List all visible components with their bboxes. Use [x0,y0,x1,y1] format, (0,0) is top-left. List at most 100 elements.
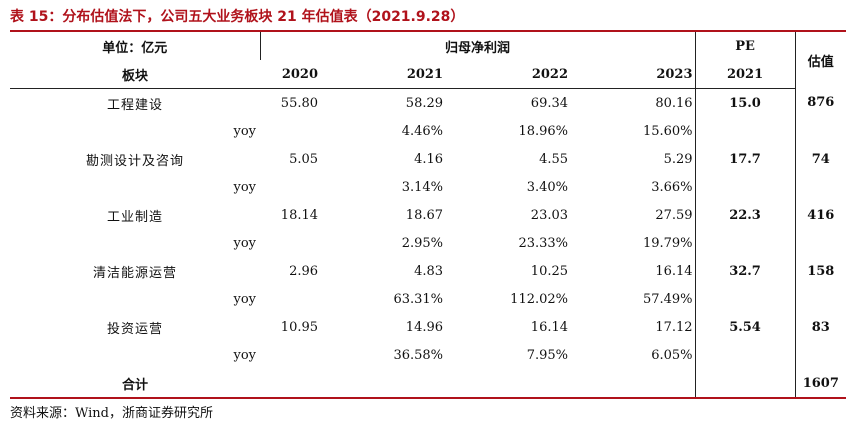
blank-cell [794,341,847,369]
profit-group-header: 归母净利润 [259,32,696,60]
header-row-2: 板块 2020 2021 2022 2023 2021 [10,60,846,89]
profit-2023-cell: 80.16 [655,95,693,111]
pe-header: PE [694,32,796,60]
profit-2023-cell: 27.59 [655,207,693,223]
table-row: 清洁能源运营 2.96 4.83 10.25 16.14 32.7 158 [10,257,847,285]
blank-cell [694,369,796,397]
year-2022-header: 2022 [445,60,571,89]
table-row: 勘测设计及咨询 5.05 4.16 4.55 5.29 17.7 74 [10,145,847,173]
yoy-label: yoy [233,235,257,251]
blank-cell [260,341,320,369]
profit-2022-cell: 10.25 [530,263,569,279]
valuation-cell: 876 [794,88,847,117]
segment-name-cell: 工业制造 [107,209,164,225]
pe-cell: 15.0 [694,88,796,117]
blank-cell [794,285,847,313]
blank-cell [10,117,205,145]
profit-2022-cell: 69.34 [530,95,569,111]
yoy-2023-cell: 6.05% [651,347,693,363]
blank-cell [794,173,847,201]
blank-cell [694,229,796,257]
yoy-2022-cell: 3.40% [526,179,569,195]
year-2021-header: 2021 [320,60,446,89]
valuation-table: 单位：亿元 归母净利润 PE 估值 板块 2020 2021 2022 2023… [10,32,847,397]
blank-cell [260,229,320,257]
profit-2023-cell: 17.12 [655,319,693,335]
blank-cell [10,341,205,369]
yoy-2023-cell: 57.49% [642,291,693,307]
profit-2023-cell: 16.14 [655,263,693,279]
pe-cell: 32.7 [694,257,796,285]
yoy-row: yoy 63.31% 112.02% 57.49% [10,285,847,313]
profit-2021-cell: 58.29 [405,95,444,111]
bottom-rule [10,397,846,399]
yoy-2021-cell: 4.46% [401,123,444,139]
profit-2020-cell: 18.14 [280,207,319,223]
profit-2020-cell: 55.80 [280,95,319,111]
profit-2022-cell: 23.03 [530,207,569,223]
yoy-label: yoy [233,179,257,195]
total-row: 合计 1607 [10,369,847,397]
yoy-row: yoy 36.58% 7.95% 6.05% [10,341,847,369]
yoy-row: yoy 3.14% 3.40% 3.66% [10,173,847,201]
yoy-row: yoy 2.95% 23.33% 19.79% [10,229,847,257]
segment-name-cell: 勘测设计及咨询 [86,153,185,169]
pe-cell: 22.3 [694,201,796,229]
yoy-2021-cell: 2.95% [401,235,444,251]
blank-cell [10,173,205,201]
yoy-label: yoy [233,291,257,307]
blank-cell [794,229,847,257]
blank-cell [694,117,796,145]
source-note: 资料来源：Wind，浙商证券研究所 [10,406,213,421]
yoy-2022-cell: 18.96% [518,123,569,139]
total-valuation: 1607 [794,369,847,397]
valuation-cell: 158 [794,257,847,285]
table-row: 工业制造 18.14 18.67 23.03 27.59 22.3 416 [10,201,847,229]
yoy-2021-cell: 63.31% [393,291,444,307]
blank-cell [445,369,570,397]
blank-cell [694,285,796,313]
table-title: 表 15：分布估值法下，公司五大业务板块 21 年估值表（2021.9.28） [10,9,465,25]
table-row: 工程建设 55.80 58.29 69.34 80.16 15.0 876 [10,88,847,117]
unit-label: 单位：亿元 [102,40,168,56]
yoy-2021-cell: 3.14% [401,179,444,195]
blank-cell [320,369,445,397]
segment-name-cell: 工程建设 [107,97,164,113]
header-row-1: 单位：亿元 归母净利润 PE 估值 [10,32,847,89]
yoy-2022-cell: 7.95% [526,347,569,363]
profit-2021-cell: 4.16 [414,151,444,167]
yoy-2023-cell: 3.66% [651,179,693,195]
segment-header: 板块 [10,60,261,89]
profit-2021-cell: 4.83 [414,263,444,279]
yoy-2023-cell: 19.79% [642,235,693,251]
yoy-label: yoy [233,123,257,139]
valuation-cell: 416 [794,201,847,229]
year-2023-header: 2023 [570,60,696,89]
blank-cell [10,285,205,313]
blank-cell [260,117,320,145]
valuation-cell: 74 [794,145,847,173]
profit-2023-cell: 5.29 [663,151,693,167]
segment-name-cell: 投资运营 [107,321,164,337]
profit-2020-cell: 5.05 [289,151,319,167]
profit-2021-cell: 14.96 [405,319,444,335]
profit-2020-cell: 10.95 [280,319,319,335]
blank-cell [694,341,796,369]
valuation-cell: 83 [794,313,847,341]
pe-cell: 17.7 [694,145,796,173]
yoy-2022-cell: 112.02% [510,291,569,307]
year-2020-header: 2020 [260,60,321,89]
yoy-2022-cell: 23.33% [518,235,569,251]
yoy-row: yoy 4.46% 18.96% 15.60% [10,117,847,145]
blank-cell [10,229,205,257]
profit-2022-cell: 16.14 [530,319,569,335]
pe-year-header: 2021 [694,60,796,89]
segment-name-cell: 清洁能源运营 [93,265,178,281]
yoy-label: yoy [233,347,257,363]
valuation-header: 估值 [794,32,847,89]
blank-cell [260,285,320,313]
table-row: 投资运营 10.95 14.96 16.14 17.12 5.54 83 [10,313,847,341]
profit-2021-cell: 18.67 [405,207,444,223]
profit-2020-cell: 2.96 [289,263,319,279]
total-label: 合计 [122,377,149,393]
